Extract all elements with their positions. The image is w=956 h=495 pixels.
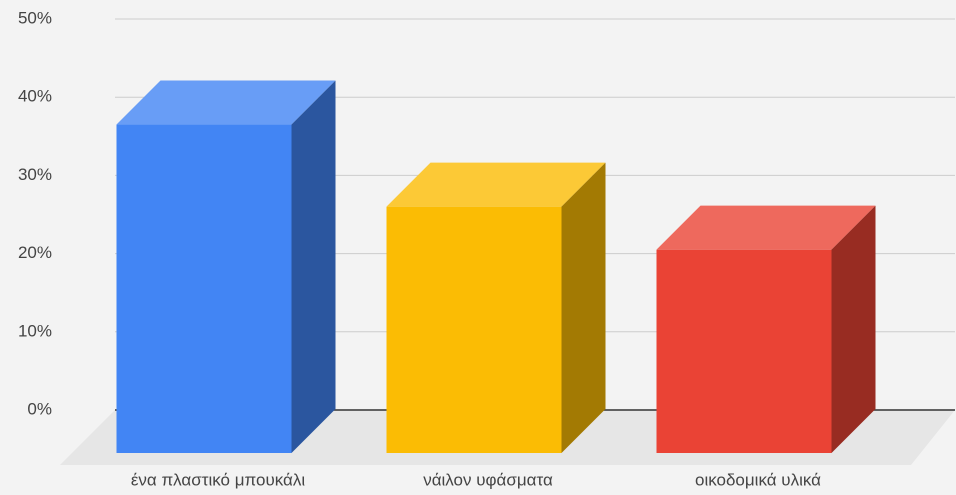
bar-front xyxy=(386,206,562,453)
y-tick-label: 10% xyxy=(18,321,52,340)
bar xyxy=(116,80,336,453)
y-tick-label: 0% xyxy=(27,399,52,418)
x-tick-label: νάιλον υφάσματα xyxy=(423,470,553,489)
bar-top xyxy=(656,205,876,250)
bar-top xyxy=(386,162,606,207)
bar-front xyxy=(656,249,832,453)
y-tick-label: 40% xyxy=(18,87,52,106)
bar-front xyxy=(116,124,292,453)
bar-side xyxy=(561,162,606,454)
y-tick-label: 30% xyxy=(18,165,52,184)
bar xyxy=(656,205,876,453)
x-tick-label: ένα πλαστικό μπουκάλι xyxy=(131,470,306,489)
bar-top xyxy=(116,80,336,125)
y-tick-label: 50% xyxy=(18,8,52,27)
bar-side xyxy=(291,80,336,453)
x-tick-label: οικοδομικά υλικά xyxy=(695,470,821,489)
y-tick-label: 20% xyxy=(18,243,52,262)
bar xyxy=(386,162,606,454)
bar-side xyxy=(831,205,876,453)
